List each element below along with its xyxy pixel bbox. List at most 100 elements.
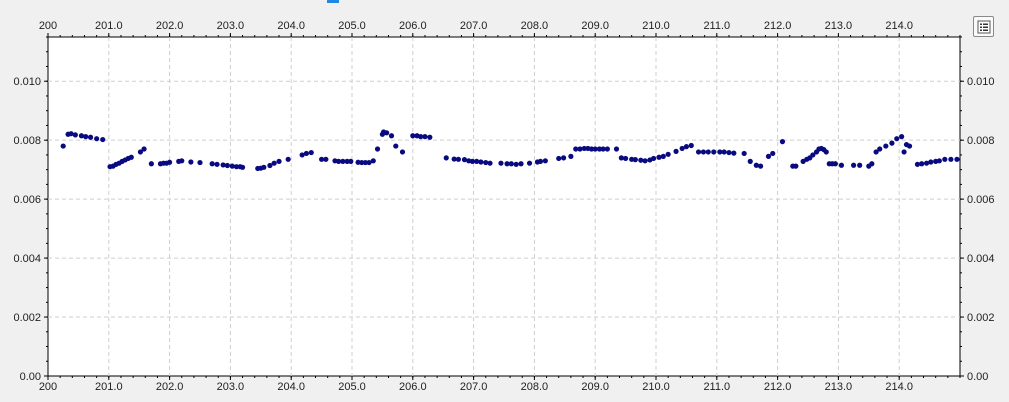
x-tick-label-bottom: 213.0 (825, 381, 853, 393)
data-point (94, 136, 100, 142)
data-point (83, 134, 89, 140)
data-point (883, 143, 889, 149)
data-point (393, 143, 399, 149)
y-tick-label-left: 0.00 (20, 371, 41, 383)
data-point (770, 150, 776, 157)
data-point (600, 146, 606, 152)
data-point (308, 149, 314, 156)
list-icon (977, 20, 991, 34)
data-point (851, 162, 857, 168)
x-tick-label-bottom: 209.0 (581, 381, 609, 393)
grid-lines (48, 37, 960, 376)
data-point (695, 149, 702, 155)
chart-menu-button[interactable] (973, 16, 994, 37)
data-point (422, 134, 428, 140)
data-point (919, 161, 925, 167)
data-point (370, 158, 376, 164)
data-point (679, 145, 685, 152)
y-tick-label-left: 0.006 (13, 194, 41, 206)
data-point (224, 162, 230, 169)
x-tick-label-top: 206.0 (399, 20, 427, 32)
data-point (914, 161, 921, 167)
y-tick-label-right: 0.00 (967, 371, 988, 383)
data-point (261, 164, 267, 170)
data-point (474, 158, 480, 164)
data-point (556, 155, 562, 162)
x-tick-label-top: 205.0 (338, 20, 366, 32)
data-point (673, 148, 679, 154)
data-point (642, 158, 648, 164)
data-point (233, 164, 240, 170)
data-point (869, 161, 875, 167)
data-point (901, 149, 907, 155)
data-point (747, 158, 753, 164)
data-point (577, 146, 583, 152)
data-point (596, 146, 603, 152)
x-tick-label-bottom: 201.0 (95, 381, 123, 393)
x-tick-label-bottom: 203.0 (217, 381, 245, 393)
x-tick-label-bottom: 210.0 (642, 381, 670, 393)
y-tick-label-left: 0.004 (13, 253, 41, 265)
x-tick-label-top: 214.0 (885, 20, 913, 32)
data-point (793, 163, 799, 169)
x-tick-label-bottom: 200 (39, 381, 57, 393)
data-point (877, 146, 883, 152)
data-point (705, 149, 711, 155)
data-point (923, 160, 930, 166)
data-point (753, 162, 759, 168)
data-point (285, 156, 291, 162)
data-point (340, 158, 346, 164)
data-point (810, 152, 816, 158)
data-point (239, 164, 246, 170)
y-tick-label-left: 0.010 (13, 76, 41, 88)
data-point (518, 161, 524, 167)
x-tick-label-bottom: 208.0 (521, 381, 549, 393)
data-point (838, 162, 845, 168)
data-point (731, 150, 737, 156)
data-point (757, 163, 764, 169)
data-point (573, 146, 579, 152)
data-point (568, 153, 574, 159)
data-point (623, 155, 629, 162)
data-point (451, 156, 457, 162)
data-point (823, 149, 829, 155)
data-point (638, 157, 644, 163)
data-point (726, 149, 732, 156)
data-point (179, 158, 185, 164)
data-point (894, 136, 900, 142)
data-point (384, 130, 390, 136)
data-point (560, 155, 567, 161)
y-tick-label-right: 0.008 (967, 135, 995, 147)
x-tick-label-top: 204.0 (277, 20, 305, 32)
data-point (303, 150, 309, 157)
data-point (857, 162, 863, 168)
data-point (508, 161, 514, 167)
data-point (399, 149, 406, 155)
data-point (267, 162, 273, 169)
x-tick-label-top: 210.0 (642, 20, 670, 32)
data-point (711, 149, 717, 155)
x-tick-label-top: 202.0 (156, 20, 184, 32)
x-tick-label-top: 212.0 (764, 20, 792, 32)
data-point (359, 159, 365, 166)
data-point (613, 146, 620, 152)
data-point (366, 159, 372, 166)
data-point (418, 134, 424, 140)
data-point (942, 156, 948, 162)
data-point (336, 158, 342, 164)
data-point (220, 162, 226, 168)
data-point (348, 158, 354, 164)
data-point (650, 155, 657, 162)
y-tick-label-right: 0.006 (967, 194, 995, 206)
x-tick-label-top: 201.0 (95, 20, 123, 32)
x-tick-label-bottom: 212.0 (764, 381, 792, 393)
data-point (889, 140, 895, 146)
plot-area (47, 36, 961, 377)
x-tick-label-bottom: 214.0 (885, 381, 913, 393)
data-point (271, 160, 277, 166)
x-tick-label-bottom: 206.0 (399, 381, 427, 393)
data-point (299, 152, 305, 158)
data-point (487, 160, 493, 166)
data-point (632, 157, 638, 163)
data-point (197, 159, 203, 166)
